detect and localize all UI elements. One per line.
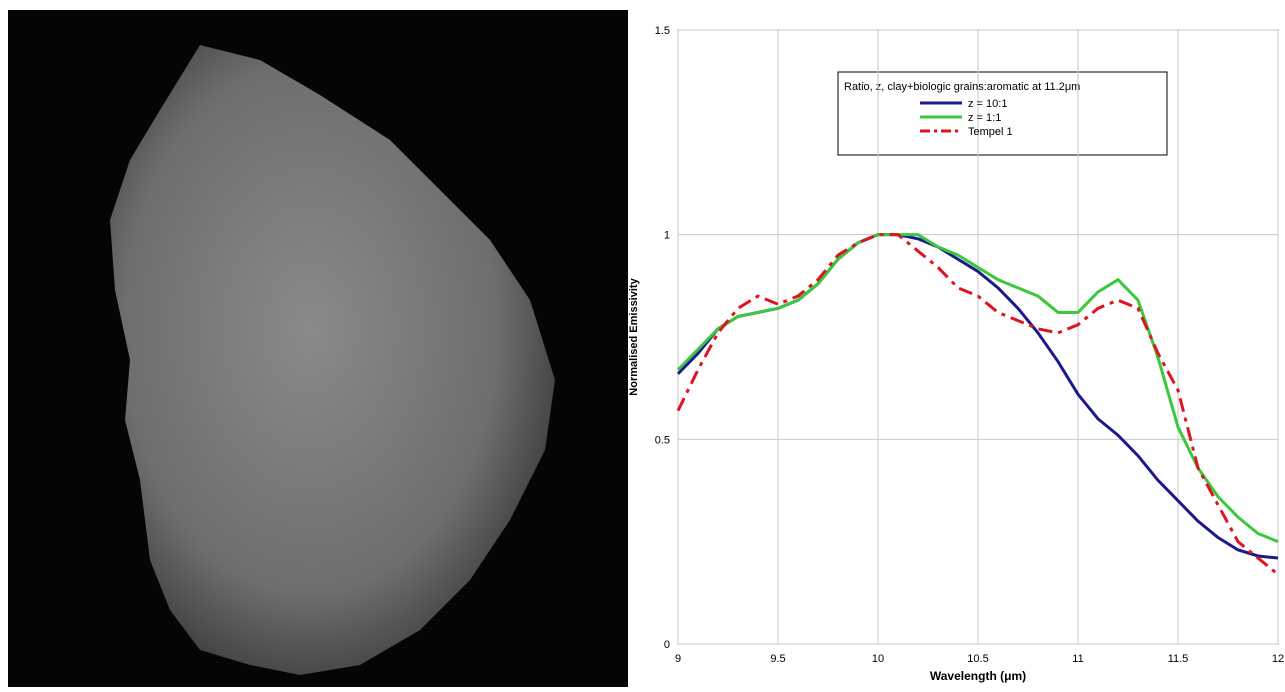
y-tick-label: 1.5 xyxy=(655,25,670,37)
y-tick-label: 1 xyxy=(664,230,670,242)
x-tick-label: 10.5 xyxy=(967,653,988,665)
legend-label: z = 1:1 xyxy=(968,112,1001,124)
legend-title: Ratio, z, clay+biologic grains:aromatic … xyxy=(844,81,1080,93)
x-tick-label: 11.5 xyxy=(1168,653,1189,665)
y-tick-label: 0 xyxy=(664,639,670,651)
x-tick-label: 9 xyxy=(675,653,681,665)
y-axis-label: Normalised Emissivity xyxy=(628,277,640,395)
figure: Wavelength (μm) Normalised Emissivity Ra… xyxy=(0,0,1285,687)
legend-label: z = 10:1 xyxy=(968,98,1007,110)
x-tick-label: 12 xyxy=(1272,653,1284,665)
x-tick-label: 9.5 xyxy=(770,653,785,665)
y-tick-label: 0.5 xyxy=(655,434,670,446)
legend-label: Tempel 1 xyxy=(968,126,1013,138)
x-tick-label: 11 xyxy=(1072,653,1083,665)
x-axis-label: Wavelength (μm) xyxy=(930,669,1026,683)
x-tick-label: 10 xyxy=(872,653,884,665)
